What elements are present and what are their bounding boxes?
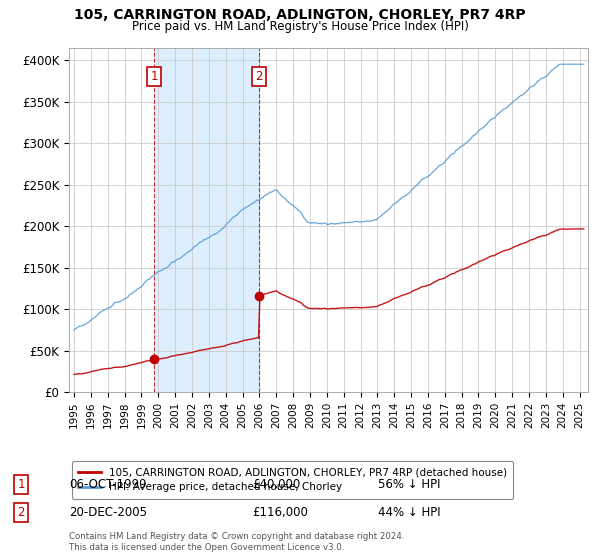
Text: 56% ↓ HPI: 56% ↓ HPI	[378, 478, 440, 491]
Text: 06-OCT-1999: 06-OCT-1999	[69, 478, 146, 491]
Bar	[154, 48, 259, 392]
Text: 1: 1	[151, 70, 158, 83]
Text: 2: 2	[255, 70, 263, 83]
Text: 105, CARRINGTON ROAD, ADLINGTON, CHORLEY, PR7 4RP: 105, CARRINGTON ROAD, ADLINGTON, CHORLEY…	[74, 8, 526, 22]
Text: 2: 2	[17, 506, 25, 519]
Text: 20-DEC-2005: 20-DEC-2005	[69, 506, 147, 519]
Text: £40,000: £40,000	[252, 478, 300, 491]
Text: 1: 1	[17, 478, 25, 491]
Text: 44% ↓ HPI: 44% ↓ HPI	[378, 506, 440, 519]
Text: Price paid vs. HM Land Registry's House Price Index (HPI): Price paid vs. HM Land Registry's House …	[131, 20, 469, 32]
Legend: 105, CARRINGTON ROAD, ADLINGTON, CHORLEY, PR7 4RP (detached house), HPI: Average: 105, CARRINGTON ROAD, ADLINGTON, CHORLEY…	[71, 461, 514, 498]
Text: Contains HM Land Registry data © Crown copyright and database right 2024.
This d: Contains HM Land Registry data © Crown c…	[69, 532, 404, 552]
Text: £116,000: £116,000	[252, 506, 308, 519]
